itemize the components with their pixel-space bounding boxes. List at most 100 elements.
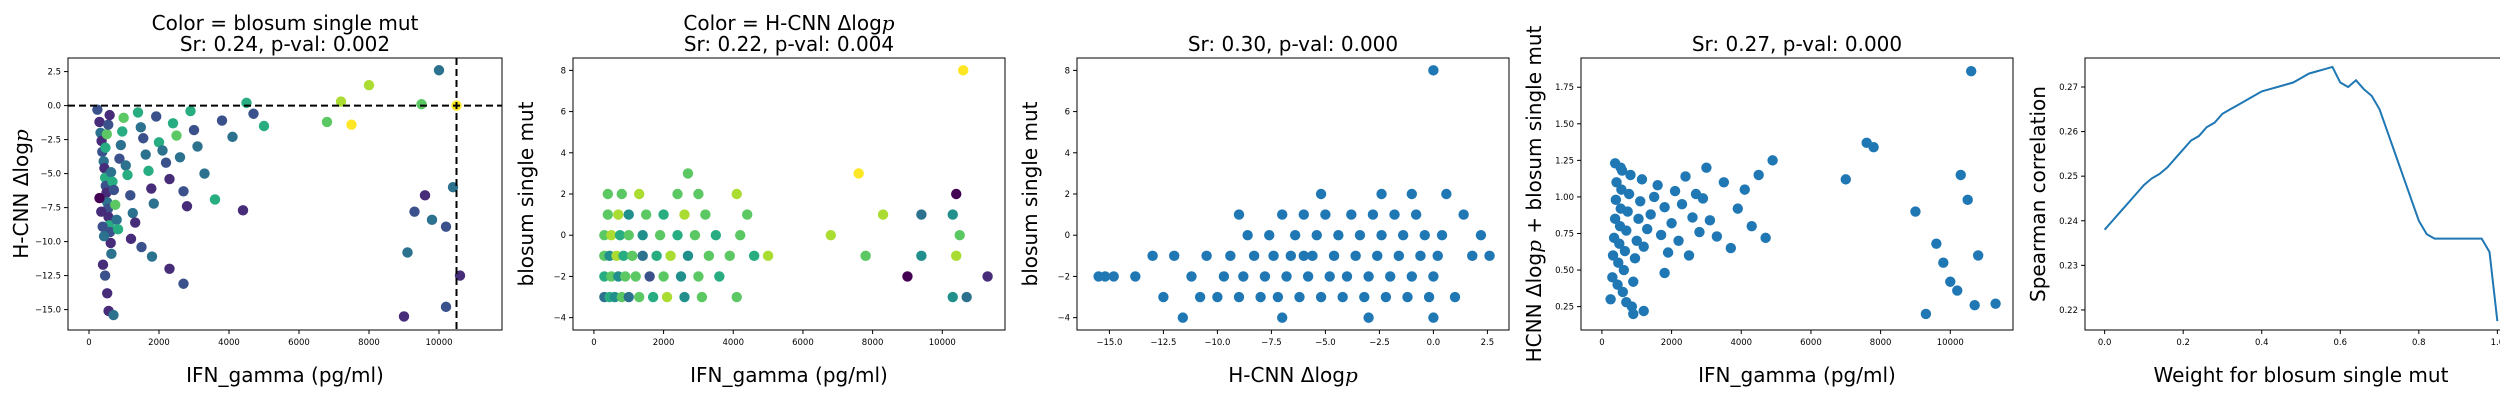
chart-panel-4: Sr: 0.27, p-val: 0.000 0 2000 4000 6000 8000 1… [1522,25,2014,387]
scatter-point [637,250,648,262]
scatter-point [1225,250,1236,262]
scatter-point [1376,188,1387,200]
x-axis-label: IFN_gamma (pg/ml) [1698,363,1896,387]
scatter-point [982,271,993,282]
y-tick-label: 8 [561,66,566,76]
scatter-point [188,124,200,136]
scatter-point [122,169,133,181]
x-tick-label: 4000 [1730,338,1752,348]
scatter-point [1389,209,1400,220]
x-tick-label: 10000 [1937,338,1964,348]
scatter-point [602,209,614,220]
scatter-point [1618,264,1630,276]
scatter-point [1248,250,1260,262]
scatter-point [623,230,634,241]
scatter-point [1108,271,1119,282]
scatter-point [96,206,107,217]
y-axis-label: Spearman correlation [2026,86,2050,302]
scatter-point [661,291,673,303]
scatter-point [1669,185,1681,197]
scatter-point [1428,65,1439,76]
scatter-point [1376,230,1387,241]
scatter-point [1315,188,1327,200]
scatter-point [902,271,913,282]
scatter-point [98,230,110,242]
scatter-point [108,309,119,321]
scatter-point [1965,65,1977,77]
scatter-point [248,108,259,119]
scatter-point [1945,276,1956,287]
chart-title: Color = H-CNN Δlogp [683,11,894,35]
scatter-point [100,142,111,153]
scatter-point [1962,194,1973,206]
x-tick-label: 4000 [218,338,240,348]
scatter-point [658,271,669,282]
x-tick-label: 0.0 [2098,338,2112,348]
y-tick-label: 0.0 [47,102,61,112]
scatter-point [1655,229,1667,241]
scatter-point [1475,230,1487,241]
scatter-point [157,145,168,156]
scatter-point [97,259,109,270]
scatter-point [762,250,774,262]
scatter-point [1333,230,1344,241]
y-tick-label: −10.0 [35,238,61,248]
scatter-point [651,250,662,262]
plot-area [1605,65,2001,320]
y-axis-label: HCNN Δlogp + blosum single mut [1522,25,1546,362]
scatter-point [1621,225,1632,236]
x-tick-label: 8000 [862,338,884,348]
scatter-point [1428,312,1439,323]
scatter-point [181,201,193,212]
plot-area [68,58,502,330]
scatter-point [1363,271,1374,282]
scatter-point [178,278,189,289]
x-tick-label: 0 [591,338,596,348]
x-tick-label: 0.4 [2255,338,2269,348]
scatter-point [679,209,690,220]
scatter-point [1359,291,1370,303]
scatter-point [1397,230,1409,241]
scatter-point [1311,230,1322,241]
scatter-point [110,199,121,211]
y-tick-label: 4 [561,149,566,159]
scatter-point [153,137,165,148]
y-tick-label: 8 [1065,66,1070,76]
y-tick-label: −5.0 [40,170,61,180]
scatter-point [1701,162,1712,173]
scatter-point [1605,294,1616,305]
scatter-point [1673,235,1684,246]
scatter-point [1638,241,1649,252]
scatter-point [1659,201,1670,213]
scatter-point [1613,257,1624,268]
y-tick-label: 0 [561,231,566,241]
x-tick-label: 0.2 [2176,338,2190,348]
x-tick-label: 8000 [358,338,380,348]
scatter-point [1633,213,1644,225]
y-tick-label: 0.23 [2059,261,2078,271]
scatter-point [1652,180,1663,191]
scatter-point [1631,235,1642,246]
y-axis-label: H-CNN Δlogp [9,129,33,259]
scatter-point [258,120,270,132]
scatter-point [1177,312,1189,323]
scatter-point [1415,250,1426,262]
x-axis-label: IFN_gamma (pg/ml) [186,363,384,387]
scatter-point [1666,218,1677,229]
scatter-point [682,168,694,179]
scatter-point [1324,271,1335,282]
scatter-point [1622,206,1633,217]
scatter-point [140,149,151,160]
scatter-point [644,271,655,282]
scatter-point [335,96,347,107]
scatter-point [1218,271,1230,282]
scatter-point [630,271,641,282]
scatter-point [433,65,445,76]
scatter-point [1616,184,1627,195]
scatter-point [1952,285,1963,296]
scatter-point [346,119,357,130]
scatter-point [1840,174,1851,185]
scatter-point [321,116,333,128]
scatter-point [1423,291,1435,303]
scatter-point [714,271,725,282]
